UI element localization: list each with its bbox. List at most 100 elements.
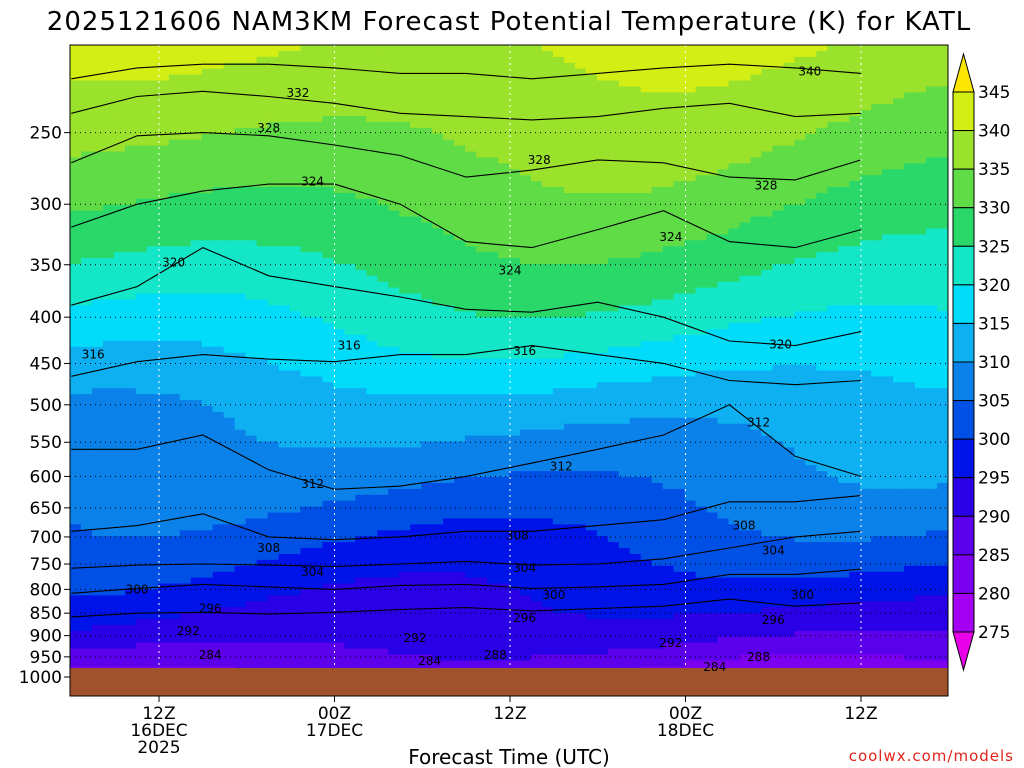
fill-cell	[552, 187, 565, 194]
fill-cell	[465, 287, 477, 295]
fill-cell	[201, 323, 214, 330]
fill-cell	[904, 234, 916, 241]
fill-cell	[849, 62, 861, 70]
fill-cell	[498, 216, 510, 224]
fill-cell	[454, 163, 466, 170]
fill-cell	[344, 68, 356, 76]
fill-cell	[563, 127, 576, 135]
fill-cell	[135, 263, 148, 271]
fill-cell	[684, 400, 697, 407]
fill-cell	[498, 258, 510, 265]
fill-cell	[607, 62, 620, 70]
fill-cell	[904, 258, 916, 265]
fill-cell	[937, 388, 948, 395]
fill-cell	[937, 187, 948, 194]
fill-cell	[355, 252, 367, 259]
fill-cell	[838, 92, 850, 99]
fill-cell	[816, 400, 828, 407]
fill-cell	[893, 216, 905, 224]
fill-cell	[585, 346, 598, 354]
fill-cell	[750, 98, 763, 105]
fill-cell	[629, 293, 642, 301]
fill-cell	[827, 406, 839, 413]
fill-cell	[783, 317, 795, 324]
fill-cell	[135, 394, 148, 401]
fill-cell	[684, 175, 697, 182]
fill-cell	[168, 151, 181, 159]
fill-cell	[860, 80, 872, 88]
fill-cell	[190, 116, 203, 123]
fill-cell	[541, 181, 554, 188]
fill-cell	[355, 187, 367, 194]
fill-cell	[355, 68, 367, 76]
fill-cell	[135, 204, 148, 212]
fill-cell	[454, 145, 466, 153]
fill-cell	[596, 400, 609, 407]
fill-cell	[498, 80, 510, 88]
fill-cell	[355, 340, 367, 348]
fill-cell	[399, 192, 411, 200]
fill-cell	[541, 382, 554, 389]
fill-cell	[893, 400, 905, 407]
fill-cell	[629, 252, 642, 259]
fill-cell	[882, 74, 894, 82]
fill-cell	[541, 216, 554, 224]
fill-cell	[728, 281, 741, 289]
fill-cell	[300, 340, 313, 348]
fill-cell	[596, 329, 609, 336]
fill-cell	[761, 228, 773, 235]
fill-cell	[124, 311, 137, 318]
fill-cell	[454, 252, 466, 259]
fill-cell	[399, 246, 411, 253]
fill-cell	[70, 269, 82, 277]
fill-cell	[629, 352, 642, 360]
fill-cell	[344, 192, 356, 200]
fill-cell	[168, 145, 181, 153]
fill-cell	[168, 187, 181, 194]
fill-cell	[860, 287, 872, 295]
fill-cell	[893, 45, 905, 52]
fill-cell	[201, 210, 214, 218]
fill-cell	[399, 216, 411, 224]
fill-cell	[662, 346, 675, 354]
fill-cell	[596, 169, 609, 176]
fill-cell	[794, 192, 806, 200]
fill-cell	[937, 163, 948, 170]
fill-cell	[838, 305, 850, 312]
fill-cell	[772, 240, 784, 247]
fill-cell	[794, 258, 806, 265]
fill-cell	[651, 358, 664, 366]
fill-cell	[684, 275, 697, 283]
fill-cell	[311, 133, 324, 141]
fill-cell	[849, 116, 861, 123]
fill-cell	[234, 293, 247, 301]
fill-cell	[487, 358, 499, 366]
fill-cell	[300, 151, 313, 159]
fill-cell	[201, 317, 214, 324]
fill-cell	[926, 86, 938, 93]
fill-cell	[487, 145, 499, 153]
fill-cell	[421, 192, 433, 200]
fill-cell	[432, 334, 444, 342]
fill-cell	[190, 376, 203, 383]
fill-cell	[761, 181, 773, 188]
fill-cell	[256, 127, 269, 135]
fill-cell	[519, 204, 532, 212]
fill-cell	[333, 323, 345, 330]
fill-cell	[750, 121, 763, 129]
fill-cell	[860, 169, 872, 176]
fill-cell	[838, 139, 850, 147]
fill-cell	[432, 74, 444, 82]
fill-cell	[201, 92, 214, 99]
fill-cell	[640, 406, 653, 413]
fill-cell	[168, 210, 181, 218]
fill-cell	[443, 281, 455, 289]
fill-cell	[388, 281, 400, 289]
fill-cell	[541, 45, 554, 52]
fill-cell	[728, 269, 741, 277]
fill-cell	[190, 56, 203, 64]
fill-cell	[607, 151, 620, 159]
fill-cell	[234, 275, 247, 283]
fill-cell	[91, 281, 104, 289]
fill-cell	[300, 388, 313, 395]
